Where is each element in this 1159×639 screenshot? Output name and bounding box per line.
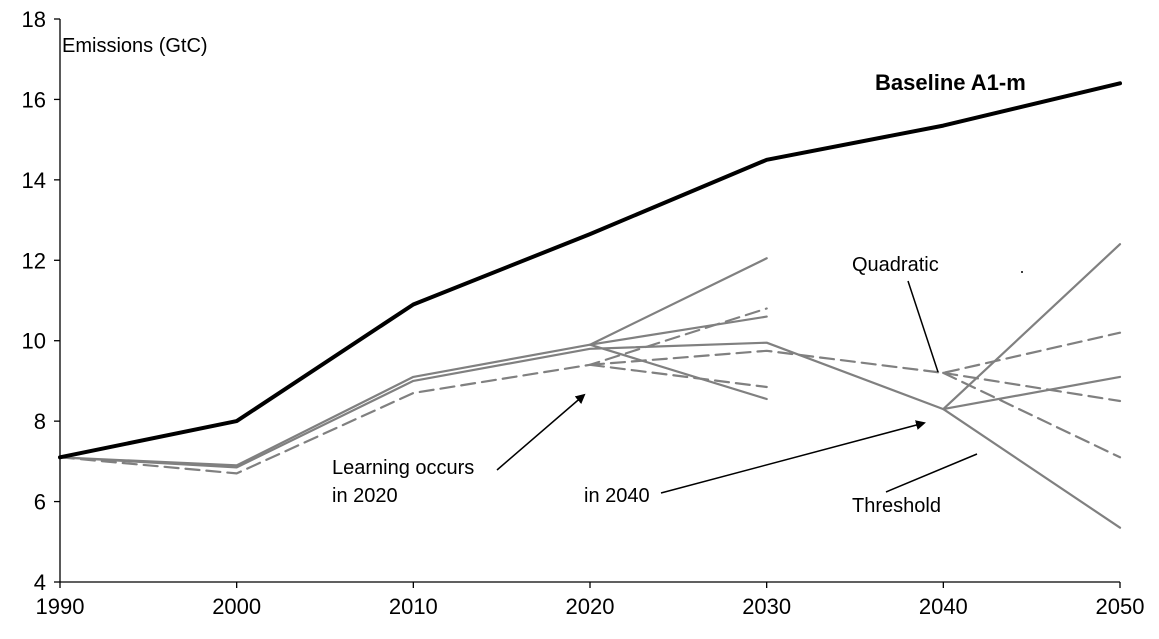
quadratic-pointer [907, 280, 939, 373]
learning-2020-arrow [496, 393, 586, 471]
y-tick-label: 10 [22, 329, 46, 354]
x-tick-label: 2040 [919, 594, 968, 619]
scenario-line-5 [942, 375, 1122, 411]
quadratic-label: Quadratic [852, 254, 939, 276]
baseline-a1m-line [58, 81, 1122, 460]
y-axis-ticks: 4 6 8 10 12 14 16 18 [22, 7, 60, 595]
y-tick-label: 8 [34, 409, 46, 434]
scenario-line-3 [588, 343, 768, 401]
threshold-label: Threshold [852, 495, 941, 517]
scenario-line-10 [942, 371, 1122, 403]
y-tick-label: 16 [22, 87, 46, 112]
scenario-line-1 [58, 257, 768, 467]
y-axis-label: Emissions (GtC) [62, 35, 208, 57]
y-tick-label: 14 [22, 168, 46, 193]
x-tick-label: 2020 [566, 594, 615, 619]
learning-2040-arrow [660, 420, 926, 494]
x-tick-label: 2050 [1096, 594, 1145, 619]
x-tick-label: 2030 [742, 594, 791, 619]
y-tick-label: 4 [34, 570, 46, 595]
scenario-line-8 [588, 363, 768, 389]
series-layer [58, 81, 1122, 529]
baseline-label: Baseline A1-m [875, 70, 1026, 95]
x-tick-label: 2010 [389, 594, 438, 619]
x-tick-label: 2000 [212, 594, 261, 619]
scenario-line-6 [942, 408, 1122, 529]
learning-label-line2: in 2020 [332, 485, 398, 507]
scenario-line-2 [588, 315, 768, 346]
x-tick-label: 1990 [36, 594, 85, 619]
scenario-line-9 [588, 331, 1122, 374]
learning-label-line1: Learning occurs [332, 457, 474, 479]
y-tick-label: 12 [22, 248, 46, 273]
y-tick-label: 18 [22, 7, 46, 32]
y-tick-label: 6 [34, 490, 46, 515]
scenario-line-11 [942, 371, 1122, 459]
threshold-pointer [885, 453, 978, 493]
x-axis-ticks: 1990 2000 2010 2020 2030 2040 2050 [36, 582, 1145, 619]
scenario-line-4 [58, 243, 1122, 469]
learning-2040-label: in 2040 [584, 485, 650, 507]
stray-dot [1021, 271, 1023, 273]
